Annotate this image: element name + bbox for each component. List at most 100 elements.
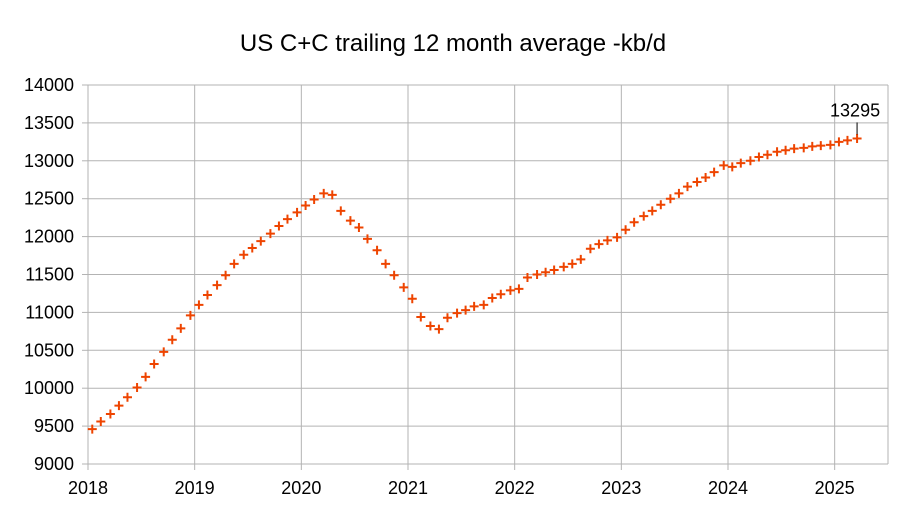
data-point (96, 417, 106, 427)
data-point (799, 143, 809, 153)
data-point (132, 382, 142, 392)
data-point (336, 206, 346, 216)
y-tick-label: 13500 (24, 113, 74, 133)
data-point (159, 347, 169, 357)
data-point (202, 290, 212, 300)
data-point (292, 207, 302, 217)
data-point (167, 335, 177, 345)
data-point (674, 188, 684, 198)
y-tick-label: 11500 (25, 265, 74, 285)
data-point (816, 141, 826, 151)
data-point (265, 229, 275, 239)
data-point (647, 206, 657, 216)
data-point (141, 372, 151, 382)
data-point (522, 273, 532, 283)
y-tick-label: 10000 (24, 378, 74, 398)
data-point (727, 162, 737, 172)
data-point (807, 141, 817, 151)
data-point (559, 262, 569, 272)
data-point (789, 144, 799, 154)
data-point (425, 321, 435, 331)
grid (82, 84, 889, 470)
data-point (247, 243, 257, 253)
x-tick-label: 2025 (815, 478, 855, 498)
data-point (229, 259, 239, 269)
data-point (842, 135, 852, 145)
y-tick-label: 13000 (24, 151, 74, 171)
data-point (194, 300, 204, 310)
data-point (442, 313, 452, 323)
data-point (692, 177, 702, 187)
data-point (825, 140, 835, 150)
data-point (282, 214, 292, 224)
data-point (709, 167, 719, 177)
data-point (736, 158, 746, 168)
data-point (514, 284, 524, 294)
y-tick-label: 9500 (34, 416, 74, 436)
x-tick-label: 2022 (495, 478, 535, 498)
data-point (719, 160, 729, 170)
data-point (639, 211, 649, 221)
data-point (469, 301, 479, 311)
annotation-label: 13295 (830, 100, 880, 120)
data-point (389, 270, 399, 280)
data-point (452, 308, 462, 318)
data-point (532, 270, 542, 279)
data-point (549, 265, 559, 275)
data-point (629, 217, 639, 227)
data-point (399, 282, 409, 292)
data-point (362, 234, 372, 244)
data-point (381, 259, 391, 269)
data-point (309, 194, 319, 204)
data-point (256, 236, 266, 246)
data-point (701, 172, 711, 182)
data-point (656, 200, 666, 210)
x-tick-label: 2023 (601, 478, 641, 498)
data-point (221, 270, 231, 280)
y-tick-label: 9000 (34, 454, 74, 474)
y-axis-ticks: 14000 13500 13000 12500 12000 11500 11000 10500… (24, 75, 74, 474)
data-point (372, 245, 382, 255)
data-point (327, 190, 337, 200)
x-tick-label: 2021 (388, 478, 428, 498)
data-point (576, 254, 586, 264)
data-point (496, 289, 506, 299)
y-tick-label: 10500 (24, 340, 74, 360)
data-point (762, 150, 772, 160)
data-point (487, 293, 497, 303)
data-point (834, 137, 844, 147)
data-point (612, 232, 622, 242)
data-point (105, 409, 115, 419)
x-tick-label: 2019 (175, 478, 215, 498)
y-tick-label: 12500 (24, 189, 74, 209)
data-point (567, 259, 577, 269)
data-point (407, 294, 417, 304)
data-point (505, 285, 515, 295)
data-point (745, 156, 755, 166)
x-tick-label: 2018 (68, 478, 108, 498)
data-point (185, 310, 195, 320)
annotation: 13295 (830, 100, 880, 135)
data-point (354, 223, 364, 233)
data-point (319, 188, 329, 198)
data-point (301, 201, 311, 211)
data-point (87, 424, 97, 434)
data-series (87, 133, 862, 434)
data-point (594, 239, 604, 249)
data-point (416, 312, 426, 322)
data-point (541, 267, 551, 277)
chart-title: US C+C trailing 12 month average -kb/d (240, 30, 666, 57)
data-point (781, 145, 791, 155)
x-tick-label: 2024 (708, 478, 748, 498)
data-point (434, 324, 444, 334)
y-tick-label: 12000 (24, 227, 74, 247)
x-tick-label: 2020 (281, 478, 321, 498)
data-point (461, 305, 471, 315)
data-point (479, 300, 489, 310)
data-point (852, 133, 862, 143)
data-point (754, 152, 764, 162)
data-point (772, 147, 782, 157)
data-point (585, 244, 595, 254)
data-point (602, 235, 612, 245)
